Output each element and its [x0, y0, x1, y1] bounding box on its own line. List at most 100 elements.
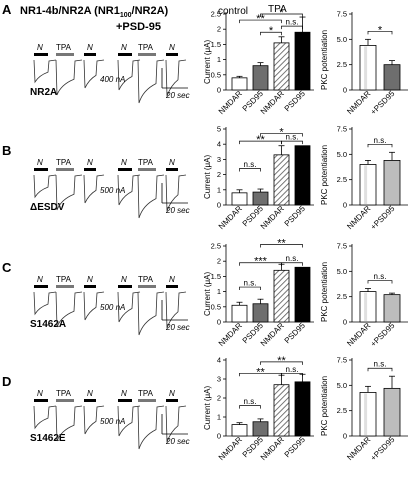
significance-bracket	[281, 372, 303, 377]
nmda-bar	[34, 53, 48, 56]
pkc-y-tick-label: 2.5	[337, 175, 347, 184]
nmda-bar	[84, 399, 96, 402]
n-label: N	[37, 43, 43, 52]
y-tick-label: 2.5	[211, 242, 221, 251]
n-label: N	[121, 43, 127, 52]
pkc-y-tick-label: 2.5	[337, 292, 347, 301]
current-trace	[55, 174, 83, 211]
n-label: N	[169, 158, 175, 167]
current-trace	[137, 405, 165, 450]
scale-time: 20 sec	[165, 323, 190, 332]
current-trace	[55, 291, 83, 328]
significance-bracket	[260, 244, 303, 248]
n-label: N	[121, 275, 127, 284]
bar	[273, 42, 290, 91]
scale-current: 500 nA	[100, 186, 125, 195]
pkc-y-tick-label: 5.0	[337, 150, 347, 159]
n-label: N	[87, 43, 93, 52]
x-tick-label: PSD95	[283, 89, 308, 114]
tpa-bar	[138, 53, 156, 56]
pkc-significance-label: *	[378, 24, 383, 36]
current-trace	[83, 59, 105, 89]
n-label: N	[37, 158, 43, 167]
pkc-x-tick-label: NMDAR	[345, 89, 372, 116]
x-tick-label: NMDAR	[259, 89, 286, 116]
y-tick-label: 2	[217, 257, 221, 266]
bar	[294, 31, 311, 91]
pkc-x-tick-label: +PSD95	[369, 435, 397, 463]
x-tick-label: PSD95	[283, 435, 308, 460]
y-tick-label: 1	[217, 413, 221, 422]
current-trace	[83, 291, 105, 321]
current-trace	[165, 291, 187, 329]
pkc-significance-bracket	[367, 30, 393, 35]
tpa-label: TPA	[138, 158, 154, 167]
pkc-x-tick-label: +PSD95	[369, 89, 397, 117]
nmda-bar	[84, 53, 96, 56]
bar	[273, 154, 290, 206]
x-tick-label: NMDAR	[259, 321, 286, 348]
y-tick-label: 4	[217, 356, 221, 365]
current-trace	[55, 59, 83, 96]
significance-label: **	[277, 237, 286, 249]
y-tick-label: 1	[217, 185, 221, 194]
pkc-x-tick-label: +PSD95	[369, 321, 397, 349]
significance-bracket	[239, 168, 261, 172]
significance-label: n.s.	[244, 160, 257, 169]
pkc-x-tick-label: +PSD95	[369, 204, 397, 232]
pkc-significance-bracket	[367, 143, 393, 148]
n-label: N	[169, 389, 175, 398]
n-label: N	[121, 158, 127, 167]
panel-letter-d: D	[2, 374, 11, 389]
n-label: N	[87, 158, 93, 167]
panel-c: C S1462A N TPA N N TPA N 500 nA 20 sec Current (μA…	[2, 237, 408, 349]
mutant-label: ΔESDV	[30, 202, 65, 213]
title-subscript: 100	[120, 12, 132, 19]
significance-bracket	[260, 133, 303, 137]
significance-label: n.s.	[286, 365, 299, 374]
bar	[231, 192, 248, 206]
pkc-axis-label: PKC potentiation	[320, 376, 329, 436]
pkc-y-tick-label: 0	[343, 432, 347, 441]
y-tick-label: 0.5	[211, 70, 221, 79]
significance-bracket	[239, 286, 261, 291]
significance-label: *	[269, 25, 274, 37]
nmda-bar	[34, 168, 48, 171]
significance-bracket	[260, 31, 282, 36]
title-end: /NR2A)	[132, 5, 169, 17]
scale-current: 500 nA	[100, 303, 125, 312]
pkc-axis-label: PKC potentiation	[320, 145, 329, 205]
pkc-bar	[359, 392, 377, 437]
tpa-label: TPA	[138, 389, 154, 398]
tpa-bar	[56, 53, 74, 56]
x-tick-label: PSD95	[283, 204, 308, 229]
significance-label: **	[256, 134, 265, 146]
pkc-bar	[383, 294, 401, 323]
pkc-significance-label: n.s.	[374, 136, 387, 145]
y-tick-label: 1	[217, 287, 221, 296]
scale-time: 20 sec	[165, 206, 190, 215]
significance-bracket	[239, 405, 261, 409]
tpa-label: TPA	[138, 275, 154, 284]
significance-bracket	[239, 19, 282, 24]
tpa-bar	[138, 168, 156, 171]
n-label: N	[169, 275, 175, 284]
pkc-x-tick-label: NMDAR	[345, 435, 372, 462]
pkc-y-tick-label: 0	[343, 86, 347, 95]
pkc-bar	[359, 291, 377, 323]
pkc-bar	[359, 164, 377, 206]
current-trace	[117, 59, 141, 91]
tpa-label: TPA	[56, 389, 72, 398]
nmda-bar	[84, 285, 96, 288]
pkc-bar	[359, 45, 377, 91]
x-tick-label: NMDAR	[259, 204, 286, 231]
significance-label: n.s.	[244, 279, 257, 288]
bar	[231, 424, 248, 437]
n-label: N	[37, 275, 43, 284]
significance-label: *	[279, 127, 284, 139]
current-trace	[117, 405, 141, 437]
tpa-label: TPA	[138, 43, 154, 52]
tpa-bar	[138, 399, 156, 402]
y-tick-label: 0	[217, 318, 221, 327]
nmda-bar	[118, 399, 132, 402]
